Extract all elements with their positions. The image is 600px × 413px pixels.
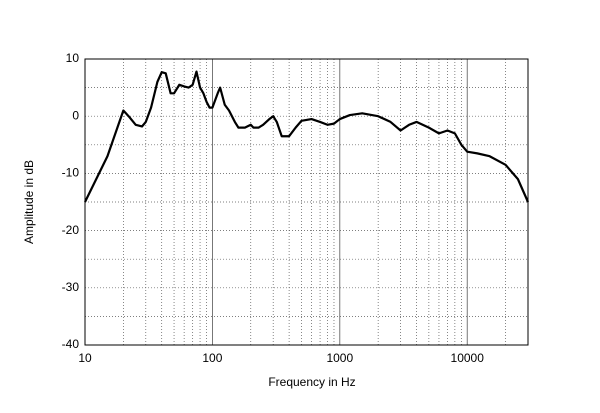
x-tick-label: 1000 [326, 351, 353, 365]
y-tick-label: 10 [66, 51, 80, 65]
x-tick-label: 10000 [451, 351, 485, 365]
y-tick-label: -20 [62, 223, 80, 237]
y-tick-label: -30 [62, 280, 80, 294]
y-tick-label: 0 [72, 108, 79, 122]
x-axis-label: Frequency in Hz [268, 375, 355, 389]
x-tick-label: 100 [202, 351, 222, 365]
y-axis-label: Amplitude in dB [22, 160, 36, 244]
y-tick-label: -10 [62, 166, 80, 180]
response-line [84, 70, 530, 203]
y-tick-label: -40 [62, 337, 80, 351]
x-tick-label: 10 [78, 351, 92, 365]
